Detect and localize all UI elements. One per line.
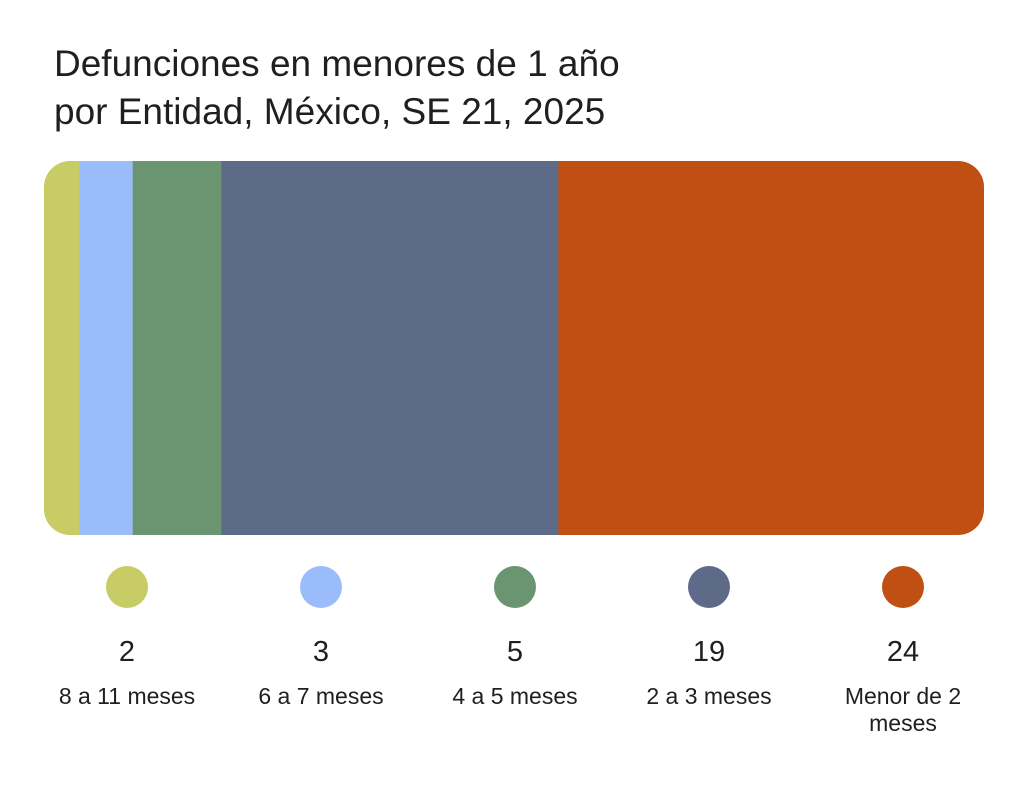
stacked-bar xyxy=(44,161,984,535)
legend-dot-menor-2-meses xyxy=(882,566,924,608)
bar-segment-6-a-7-meses xyxy=(79,161,134,535)
bar-segment-2-a-3-meses xyxy=(221,161,559,535)
bar-segment-4-a-5-meses xyxy=(132,161,222,535)
legend-label-2-3-meses: 2 a 3 meses xyxy=(646,683,772,709)
bar-segment-menor-de-2-meses xyxy=(558,161,984,535)
legend-item-2-3-meses: 19 2 a 3 meses xyxy=(612,566,806,710)
legend-value-2-3-meses: 19 xyxy=(692,636,726,668)
legend-label-6-7-meses: 6 a 7 meses xyxy=(258,683,384,709)
chart-title: Defunciones en menores de 1 año por Enti… xyxy=(54,40,954,136)
chart-title-line-2: por Entidad, México, SE 21, 2025 xyxy=(54,91,606,132)
legend-label-menor-2-meses: Menor de 2 meses xyxy=(844,683,962,736)
legend-value-menor-2-meses: 24 xyxy=(886,636,920,668)
legend-label-8-11-meses: 8 a 11 meses xyxy=(58,683,196,709)
legend-dot-8-11-meses xyxy=(106,566,148,608)
legend: 2 8 a 11 meses 3 6 a 7 meses 5 4 a 5 mes… xyxy=(30,566,1000,766)
bar-segment-8-a-11-meses xyxy=(44,161,80,535)
legend-label-4-5-meses: 4 a 5 meses xyxy=(452,683,578,709)
legend-item-8-11-meses: 2 8 a 11 meses xyxy=(30,566,224,710)
legend-dot-2-3-meses xyxy=(688,566,730,608)
legend-dot-6-7-meses xyxy=(300,566,342,608)
legend-dot-4-5-meses xyxy=(494,566,536,608)
legend-item-4-5-meses: 5 4 a 5 meses xyxy=(418,566,612,710)
legend-value-4-5-meses: 5 xyxy=(506,636,524,668)
legend-value-8-11-meses: 2 xyxy=(118,636,136,668)
chart-title-line-1: Defunciones en menores de 1 año xyxy=(54,43,620,84)
stacked-bar-svg xyxy=(44,161,984,535)
legend-value-6-7-meses: 3 xyxy=(312,636,330,668)
legend-item-6-7-meses: 3 6 a 7 meses xyxy=(224,566,418,710)
legend-item-menor-2-meses: 24 Menor de 2 meses xyxy=(806,566,1000,737)
